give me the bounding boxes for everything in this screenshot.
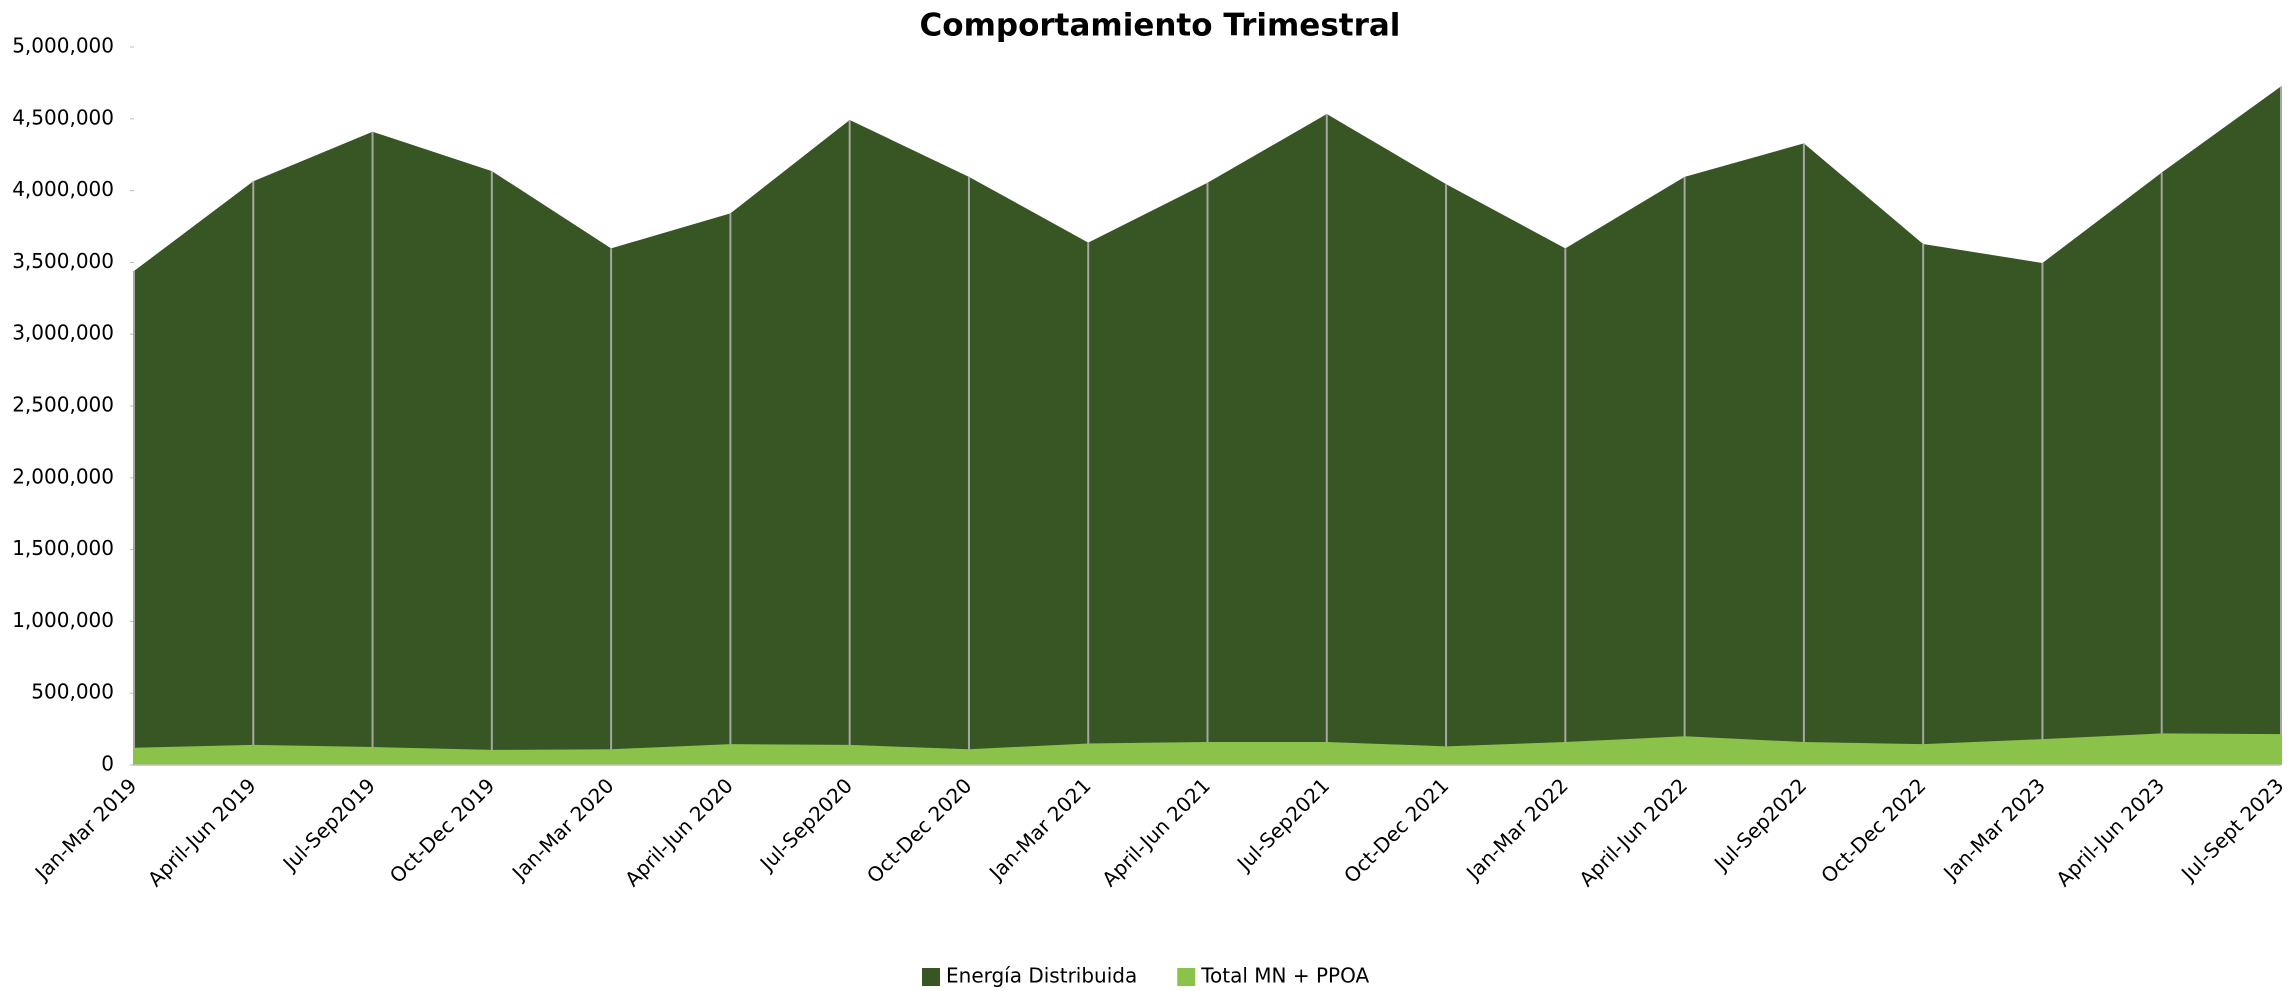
x-tick-label: April-Jun 2023 bbox=[2051, 773, 2169, 891]
x-tick-label: Jan-Mar 2022 bbox=[1460, 773, 1572, 885]
y-tick-label: 2,500,000 bbox=[12, 393, 114, 417]
y-tick-label: 4,500,000 bbox=[12, 105, 114, 129]
legend-label: Energía Distribuida bbox=[946, 964, 1137, 988]
y-tick-label: 0 bbox=[101, 752, 114, 776]
x-tick-label: April-Jun 2020 bbox=[620, 773, 738, 891]
y-tick-label: 4,000,000 bbox=[12, 177, 114, 201]
y-tick-label: 500,000 bbox=[31, 680, 114, 704]
y-tick-label: 1,000,000 bbox=[12, 608, 114, 632]
x-tick-label: Oct-Dec 2019 bbox=[385, 773, 499, 887]
x-tick-label: Oct-Dec 2022 bbox=[1816, 773, 1930, 887]
chart-title: Comportamiento Trimestral bbox=[920, 8, 1401, 44]
y-tick-label: 2,000,000 bbox=[12, 464, 114, 488]
x-tick-label: Jul-Sep2022 bbox=[1708, 773, 1811, 876]
x-tick-label: April-Jun 2022 bbox=[1574, 773, 1692, 891]
y-tick-label: 3,000,000 bbox=[12, 321, 114, 345]
legend-swatch bbox=[1177, 968, 1196, 986]
legend-swatch bbox=[922, 968, 940, 986]
x-tick-label: April-Jun 2021 bbox=[1097, 773, 1215, 891]
x-tick-label: Jul-Sep2019 bbox=[277, 773, 380, 876]
x-tick-label: Oct-Dec 2020 bbox=[862, 773, 976, 887]
x-tick-label: Jul-Sept 2023 bbox=[2175, 773, 2288, 886]
area bbox=[134, 733, 2281, 765]
y-tick-label: 3,500,000 bbox=[12, 249, 114, 273]
x-tick-label: Jul-Sep2020 bbox=[754, 773, 857, 876]
x-tick-label: Oct-Dec 2021 bbox=[1339, 773, 1453, 887]
legend-label: Total MN + PPOA bbox=[1200, 964, 1369, 988]
x-tick-label: Jan-Mar 2020 bbox=[506, 773, 618, 885]
x-tick-label: Jan-Mar 2021 bbox=[983, 773, 1095, 885]
x-tick-label: Jan-Mar 2019 bbox=[29, 773, 141, 885]
x-tick-label: Jan-Mar 2023 bbox=[1937, 773, 2049, 885]
x-tick-label: April-Jun 2019 bbox=[143, 773, 261, 891]
y-tick-label: 1,500,000 bbox=[12, 536, 114, 560]
y-tick-label: 5,000,000 bbox=[12, 34, 114, 58]
x-tick-label: Jul-Sep2021 bbox=[1231, 773, 1334, 876]
